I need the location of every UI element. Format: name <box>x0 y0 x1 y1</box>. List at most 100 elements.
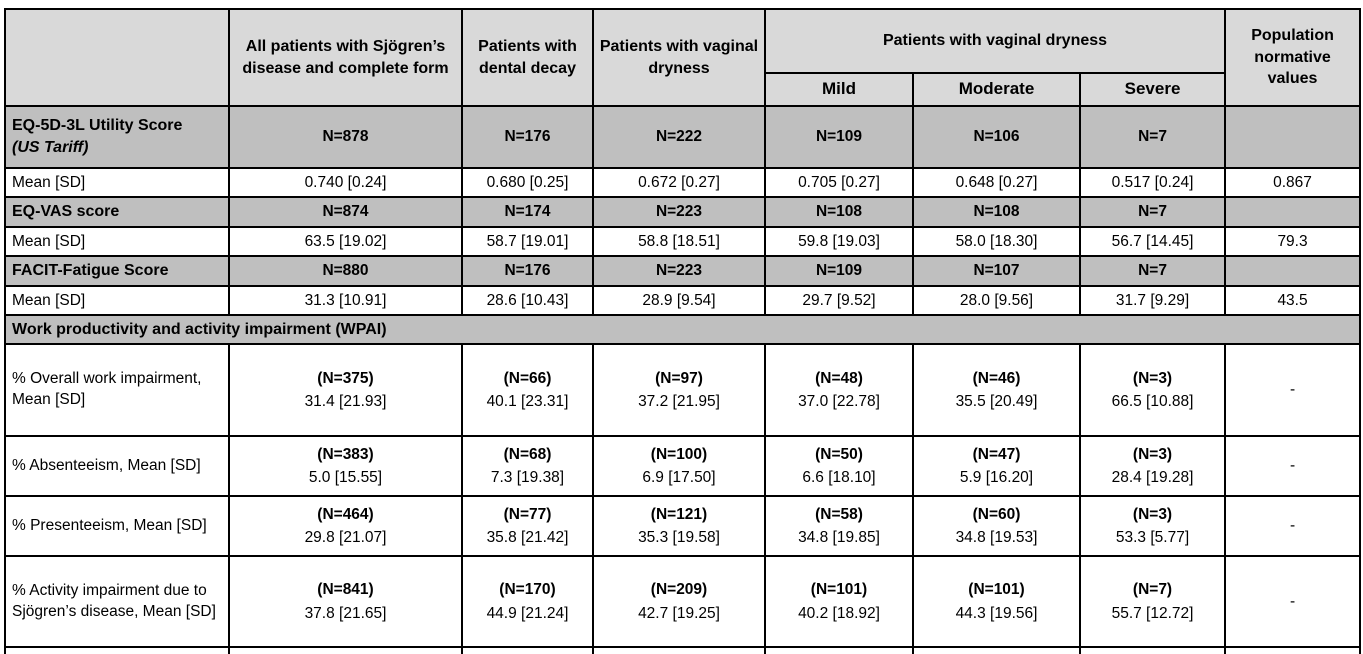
mean-line: 37.2 [21.95] <box>638 393 720 410</box>
empty-cell <box>1224 105 1362 169</box>
table-row-overall-work-impairment: % Overall work impairment, Mean [SD] (N=… <box>4 343 1362 437</box>
row-label-overall-work-impairment: % Overall work impairment, Mean [SD] <box>4 343 230 437</box>
col-group-vaginal-dryness: Patients with vaginal dryness <box>763 8 1227 74</box>
mean-cell: 0.740 [0.24] <box>228 167 463 198</box>
n-cell: N=107 <box>912 255 1081 287</box>
n-cell: N=176 <box>461 105 594 169</box>
empty-cell <box>4 646 230 654</box>
header-row: All patients with Sjögren’s disease and … <box>4 8 1362 107</box>
mean-line: 37.8 [21.65] <box>304 604 387 622</box>
mean-cell: 58.8 [18.51] <box>592 226 766 257</box>
subcol-mild: Mild <box>764 72 914 107</box>
n-line: (N=47) <box>972 445 1021 463</box>
n-line: (N=3) <box>1132 369 1173 387</box>
n-cell: N=108 <box>764 196 914 228</box>
empty-cell <box>1224 255 1362 287</box>
wpai-cell: (N=77) 35.8 [21.42] <box>461 495 594 557</box>
mean-line: 66.5 [10.88] <box>1111 393 1194 410</box>
wpai-cell: (N=58) 34.8 [19.85] <box>764 495 914 557</box>
population-mean-cell: 79.3 <box>1224 226 1362 257</box>
mean-line: 44.3 [19.56] <box>955 604 1038 622</box>
mean-line: 35.8 [21.42] <box>486 529 569 546</box>
col-header-vaginal-dryness: Patients with vaginal dryness <box>592 8 766 107</box>
wpai-cell: (N=68) 7.3 [19.38] <box>461 435 594 497</box>
corner-cell <box>4 8 230 107</box>
n-line: (N=68) <box>503 445 552 463</box>
wpai-section-band: Work productivity and activity impairmen… <box>3 314 1362 345</box>
mean-line: 42.7 [19.25] <box>638 604 720 622</box>
mean-line: 53.3 [5.77] <box>1115 529 1190 546</box>
mean-cell: 0.648 [0.27] <box>912 167 1081 198</box>
n-cell: N=878 <box>228 105 463 169</box>
mean-cell: 28.6 [10.43] <box>461 285 594 316</box>
n-cell: N=106 <box>912 105 1081 169</box>
mean-cell: 29.7 [9.52] <box>764 285 914 316</box>
n-line: (N=841) <box>317 581 374 599</box>
wpai-section-title: Work productivity and activity impairmen… <box>3 314 1362 345</box>
col-header-all-patients: All patients with Sjögren’s disease and … <box>228 8 463 107</box>
n-line: (N=383) <box>317 445 374 463</box>
n-cell: N=109 <box>764 105 914 169</box>
table-row-eqvas-mean: Mean [SD] 63.5 [19.02] 58.7 [19.01] 58.8… <box>4 226 1362 257</box>
mean-line: 35.5 [20.49] <box>955 393 1038 410</box>
mean-cell: 58.0 [18.30] <box>912 226 1081 257</box>
mean-line: 5.9 [16.20] <box>959 469 1034 486</box>
measure-subname: (US Tariff) <box>12 139 89 156</box>
mean-line: 28.4 [19.28] <box>1111 469 1194 486</box>
table-row-absenteeism: % Absenteeism, Mean [SD] (N=383) 5.0 [15… <box>4 435 1362 497</box>
mean-cell: 0.680 [0.25] <box>461 167 594 198</box>
population-dash-cell: - <box>1224 343 1362 437</box>
population-mean-cell: 43.5 <box>1224 285 1362 316</box>
n-line: (N=97) <box>655 369 703 387</box>
row-label-mean-sd: Mean [SD] <box>4 226 230 257</box>
mean-line: 40.1 [23.31] <box>486 393 569 410</box>
wpai-cell: (N=46) 35.5 [20.49] <box>912 343 1081 437</box>
n-cell: N=108 <box>912 196 1081 228</box>
mean-cell: 56.7 [14.45] <box>1078 226 1227 257</box>
wpai-cell: (N=60) 34.8 [19.53] <box>912 495 1081 557</box>
mean-cell: 59.8 [19.03] <box>764 226 914 257</box>
empty-cell <box>228 646 463 654</box>
empty-cell <box>1224 196 1362 228</box>
subcol-moderate: Moderate <box>912 72 1081 107</box>
n-line: (N=464) <box>317 505 374 523</box>
empty-cell <box>764 646 914 654</box>
mean-line: 40.2 [18.92] <box>798 604 880 622</box>
mean-cell: 28.9 [9.54] <box>592 285 766 316</box>
mean-cell: 31.7 [9.29] <box>1078 285 1227 316</box>
mean-line: 55.7 [12.72] <box>1111 604 1194 622</box>
mean-line: 34.8 [19.53] <box>955 529 1038 546</box>
row-label-presenteeism: % Presenteeism, Mean [SD] <box>4 495 230 557</box>
n-line: (N=66) <box>503 369 552 387</box>
wpai-cell: (N=97) 37.2 [21.95] <box>592 343 766 437</box>
table-row-activity-impairment: % Activity impairment due to Sjögren’s d… <box>4 555 1362 648</box>
n-cell: N=223 <box>592 196 766 228</box>
n-line: (N=60) <box>972 505 1021 523</box>
empty-cell <box>1224 646 1362 654</box>
n-line: (N=375) <box>317 369 374 387</box>
population-mean-cell: 0.867 <box>1224 167 1362 198</box>
empty-cell <box>461 646 594 654</box>
n-line: (N=50) <box>815 445 863 463</box>
wpai-cell: (N=3) 53.3 [5.77] <box>1078 495 1227 557</box>
mean-cell: 58.7 [19.01] <box>461 226 594 257</box>
wpai-cell: (N=48) 37.0 [22.78] <box>764 343 914 437</box>
n-line: (N=101) <box>810 581 868 599</box>
row-label-activity-impairment: % Activity impairment due to Sjögren’s d… <box>4 555 230 648</box>
n-cell: N=222 <box>592 105 766 169</box>
table-row-eqvas-n: EQ-VAS score N=874 N=174 N=223 N=108 N=1… <box>4 196 1362 228</box>
n-cell: N=874 <box>228 196 463 228</box>
empty-cell <box>1078 646 1227 654</box>
wpai-cell: (N=383) 5.0 [15.55] <box>228 435 463 497</box>
n-cell: N=7 <box>1078 105 1227 169</box>
subheader-row: Mild Moderate Severe <box>5 72 1360 107</box>
table-row-eq5d-mean: Mean [SD] 0.740 [0.24] 0.680 [0.25] 0.67… <box>4 167 1362 198</box>
empty-cell <box>912 646 1081 654</box>
mean-line: 6.9 [17.50] <box>642 469 716 486</box>
n-line: (N=3) <box>1132 505 1173 523</box>
empty-cell <box>592 646 766 654</box>
n-line: (N=209) <box>650 581 708 599</box>
mean-line: 37.0 [22.78] <box>798 393 880 410</box>
mean-line: 29.8 [21.07] <box>304 529 387 546</box>
